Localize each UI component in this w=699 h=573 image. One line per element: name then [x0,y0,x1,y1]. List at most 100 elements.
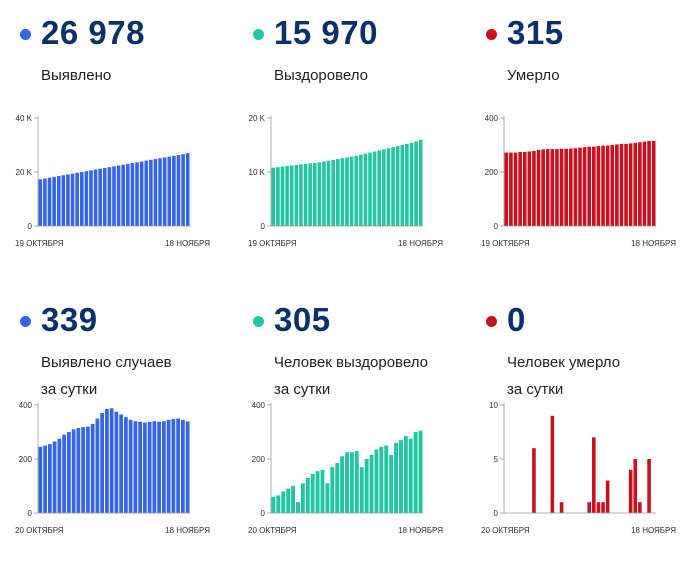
bar [105,409,109,513]
bar [300,483,305,513]
bar [527,151,532,226]
bar [628,143,633,226]
bar [176,154,181,226]
bar [185,153,190,226]
bar [400,145,405,226]
bar [384,445,389,513]
legend-dot [253,316,264,327]
legend-dot [486,316,497,327]
x-start-label: 19 ОКТЯБРЯ [248,239,297,248]
legend-dot [20,316,31,327]
bar [372,151,377,226]
bar [171,419,176,513]
bar [102,167,107,226]
bar [331,159,335,226]
bar [291,486,296,513]
bar [79,172,84,226]
bar [518,152,522,226]
bar [98,168,102,226]
bar [116,165,121,226]
bar [312,162,317,226]
bar [176,418,180,513]
bar [382,149,386,226]
x-start-label: 19 ОКТЯБРЯ [15,239,64,248]
stat-value: 26 978 [41,14,145,51]
stat-value: 0 [507,301,526,338]
legend-dot [253,29,264,40]
bar-chart: 0 20 K 40 K 19 ОКТЯБРЯ 18 НОЯБРЯ [15,114,210,248]
stat-label-line: Человек умерло [507,354,621,371]
bar [48,444,52,513]
bar [610,145,615,226]
bar [38,446,43,513]
y-tick-label: 0 [494,509,499,518]
bar [559,148,564,226]
bar [408,438,413,513]
bar [158,158,162,226]
bar [369,454,374,513]
x-end-label: 18 НОЯБРЯ [631,239,676,248]
y-tick-label: 10 K [249,168,266,177]
y-tick-label: 400 [252,401,266,410]
bar [363,153,368,226]
bar [532,150,536,226]
bar [418,430,423,513]
bar [550,149,555,226]
bar [162,157,167,226]
bar [285,166,289,226]
bar [541,149,545,226]
stat-label-line: за сутки [274,381,331,398]
bar [592,146,596,226]
bar [185,421,190,513]
bar [67,432,71,513]
bar [157,421,161,513]
bar [144,160,149,226]
bar [70,173,75,226]
bar [403,436,408,513]
y-tick-label: 0 [261,222,266,231]
bar [545,149,550,226]
bar [147,422,152,513]
bar [642,141,647,226]
bar [305,477,310,513]
stat-panel-cases-total: 26 978 Выявлено 0 20 K 40 K 19 ОКТЯБРЯ 18 НОЯБ… [0,0,233,286]
stat-label-line: Выявлено случаев [41,354,172,371]
y-tick-label: 0 [28,222,33,231]
bar [76,427,81,513]
bar [280,166,285,226]
bar [167,156,172,226]
bar [513,152,518,226]
bar [573,148,578,226]
y-tick-label: 0 [494,222,499,231]
x-end-label: 18 НОЯБРЯ [165,239,210,248]
x-end-label: 18 НОЯБРЯ [165,526,210,535]
bar [322,161,326,226]
bar [596,502,601,513]
bar [619,143,624,226]
stat-value: 315 [507,14,564,51]
bar [86,426,90,513]
bar [340,456,345,513]
bar [340,158,345,226]
bar [628,469,633,513]
bar [398,440,403,513]
bar [124,417,128,513]
y-tick-label: 10 [489,401,498,410]
bar [320,469,325,513]
bar [317,162,322,226]
y-tick-label: 20 K [16,168,33,177]
x-end-label: 18 НОЯБРЯ [631,526,676,535]
bar [138,421,142,513]
bar [638,502,642,513]
bar [296,502,300,513]
y-tick-label: 400 [485,114,499,123]
bar [587,502,592,513]
stat-panel-deaths-total: 315 Умерло 0 200 400 19 ОКТЯБРЯ 18 НОЯБРЯ [466,0,699,286]
bar [149,159,153,226]
bar-chart: 0 10 K 20 K 19 ОКТЯБРЯ 18 НОЯБРЯ [248,114,443,248]
bar [153,159,158,226]
x-start-label: 20 ОКТЯБРЯ [15,526,64,535]
bar [379,446,384,513]
bar [354,155,359,226]
x-end-label: 18 НОЯБРЯ [398,526,443,535]
